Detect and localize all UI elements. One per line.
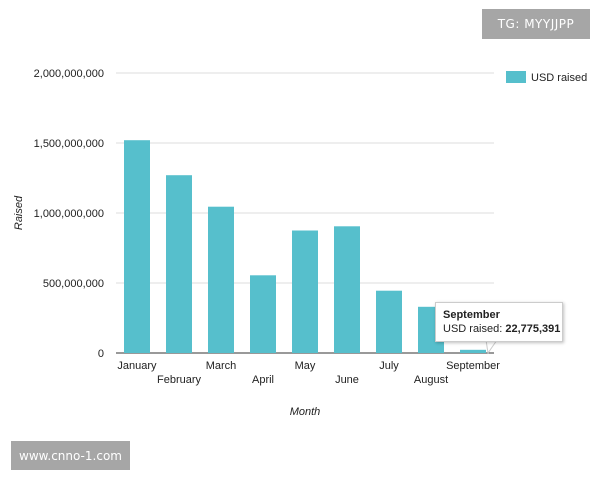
chart-tooltip: September USD raised: 22,775,391 bbox=[435, 302, 563, 342]
x-tick-label: May bbox=[295, 360, 316, 372]
legend-label: USD raised bbox=[531, 72, 587, 84]
y-tick-label: 1,000,000,000 bbox=[34, 208, 104, 220]
tooltip-line: USD raised: 22,775,391 bbox=[443, 323, 560, 335]
bar bbox=[166, 175, 192, 353]
x-tick-label: March bbox=[206, 360, 237, 372]
watermark-top-right: TG: MYYJJPP bbox=[482, 9, 590, 39]
x-tick-label: August bbox=[414, 374, 448, 386]
y-tick-label: 1,500,000,000 bbox=[34, 138, 104, 150]
x-tick-label: January bbox=[117, 360, 157, 372]
tooltip-value: 22,775,391 bbox=[505, 323, 561, 335]
bar bbox=[124, 140, 150, 353]
x-tick-label: April bbox=[252, 374, 274, 386]
x-tick-label: July bbox=[379, 360, 399, 372]
watermark-bottom-left: www.cnno-1.com bbox=[11, 441, 130, 470]
y-axis-title: Raised bbox=[13, 195, 25, 230]
bar bbox=[292, 230, 318, 353]
y-tick-label: 0 bbox=[98, 348, 104, 360]
bar bbox=[250, 275, 276, 353]
bar bbox=[334, 226, 360, 353]
legend-swatch bbox=[506, 71, 526, 83]
x-tick-label: September bbox=[446, 360, 500, 372]
tooltip-label: USD raised: bbox=[443, 323, 506, 335]
x-tick-label: February bbox=[157, 374, 202, 386]
tooltip-title: September bbox=[443, 309, 500, 321]
y-tick-label: 2,000,000,000 bbox=[34, 68, 104, 80]
y-tick-label: 500,000,000 bbox=[43, 278, 104, 290]
bar bbox=[376, 290, 402, 353]
x-axis-title: Month bbox=[290, 406, 321, 418]
bar bbox=[460, 349, 486, 353]
bar bbox=[208, 206, 234, 353]
x-tick-label: June bbox=[335, 374, 359, 386]
